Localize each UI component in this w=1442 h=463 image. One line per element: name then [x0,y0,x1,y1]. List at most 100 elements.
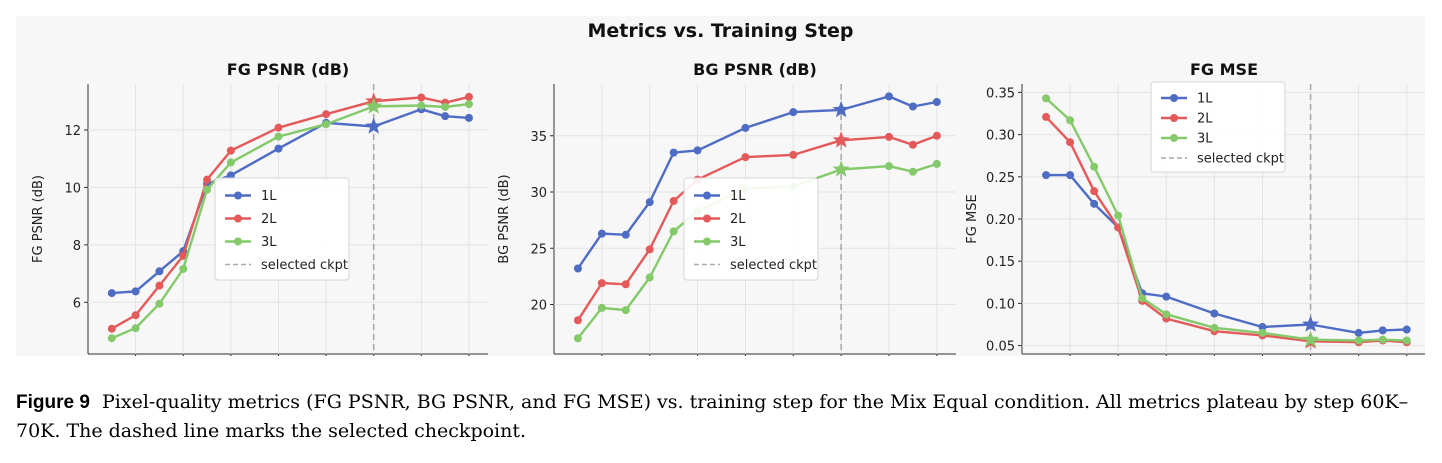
data-point [226,171,235,180]
legend-box [1150,81,1286,173]
data-point [597,279,606,288]
ckpt-star-marker [1302,315,1320,332]
legend-label: 3L [261,235,277,250]
series-line-3L [1045,97,1407,342]
figure: Metrics vs. Training Step 10000200003000… [16,16,1425,356]
legend-swatch-marker [234,191,242,200]
data-point [322,120,331,129]
data-point [1162,292,1171,301]
legend-label: selected ckpt [1197,152,1284,167]
data-point [274,144,283,153]
figure-caption: Figure 9 Pixel-quality metrics (FG PSNR,… [16,388,1426,446]
legend: 1L 2L 3L selected ckpt [683,177,819,281]
y-axis-label: FG PSNR (dB) [31,175,46,263]
series-line-2L [111,95,470,330]
data-point [597,229,606,238]
data-point [908,140,917,149]
y-axis-label: FG MSE [965,194,980,243]
y-tick-label: 35 [530,130,547,145]
series-line-1L [111,108,470,295]
figure-title: Metrics vs. Training Step [587,20,854,42]
ckpt-star-marker [832,100,850,118]
data-point [645,273,654,282]
caption-text: Pixel-quality metrics (FG PSNR, BG PSNR,… [16,391,1409,442]
legend-swatch-marker [1170,94,1178,102]
data-point [441,102,450,111]
data-point [1066,116,1075,125]
ckpt-star-marker [365,117,383,134]
data-point [669,227,678,236]
y-tick-label: 0.10 [986,297,1015,312]
data-point [1042,112,1051,121]
data-point [1402,336,1411,345]
data-point [645,245,654,254]
panel-title: BG PSNR (dB) [693,60,817,79]
data-point [932,131,941,140]
data-point [908,167,917,176]
legend-box [683,177,819,281]
y-tick-label: 0.25 [986,171,1015,186]
data-point [179,251,188,260]
y-tick-label: 30 [530,186,547,201]
data-point [573,316,582,325]
data-point [155,281,164,290]
legend-label: 2L [730,212,746,227]
data-point [573,334,582,343]
data-point [789,108,798,117]
data-point [107,334,116,343]
data-point [932,98,941,106]
data-point [274,132,283,141]
y-tick-label: 25 [530,242,547,257]
series-line-1L [1046,173,1407,335]
ckpt-star-marker [832,160,850,177]
chart-panel-1: 1000020000300004000050000600007000080000… [31,60,488,356]
data-point [203,175,212,184]
y-tick-label: 0.05 [986,340,1015,355]
legend-label: 1L [730,189,746,204]
data-point [669,197,678,205]
legend-label: 3L [1197,132,1213,147]
y-axis-label: BG PSNR (dB) [497,174,512,263]
chart-panel-3: 1000020000300004000050000600007000080000… [965,60,1425,356]
ckpt-star-marker [832,131,850,148]
data-point [1066,171,1075,180]
legend-label: 2L [261,212,277,227]
data-point [1114,211,1123,220]
data-point [1354,336,1363,345]
data-point [131,287,140,296]
legend: 1L 2L 3L selected ckpt [214,177,350,281]
data-point [621,280,630,289]
data-point [1378,335,1387,344]
legend-box [214,177,350,281]
data-point [932,159,941,168]
data-point [464,113,473,122]
y-tick-label: 12 [64,124,81,139]
data-point [155,267,164,276]
y-tick-label: 0.35 [986,86,1015,101]
legend-label: 1L [1197,92,1213,107]
legend-swatch-marker [703,214,711,223]
data-point [179,264,188,273]
charts-canvas: 1000020000300004000050000600007000080000… [31,60,1425,356]
legend-swatch-marker [703,191,711,200]
data-point [226,146,235,155]
data-point [789,150,798,159]
data-point [1138,294,1147,303]
data-point [1378,326,1387,335]
panel-title: FG PSNR (dB) [227,60,349,79]
y-tick-label: 0.20 [986,213,1015,228]
legend-label: 3L [730,235,746,250]
data-point [464,92,473,101]
legend-swatch-marker [234,237,242,246]
y-tick-label: 6 [73,296,81,311]
data-point [693,146,702,155]
caption-label: Figure 9 [16,392,90,413]
data-point [1090,199,1099,208]
data-point [908,102,917,111]
data-point [885,162,893,171]
data-point [885,92,893,101]
series-line-2L [1045,116,1407,344]
data-point [1258,323,1267,331]
data-point [417,93,426,102]
data-point [1210,323,1219,332]
